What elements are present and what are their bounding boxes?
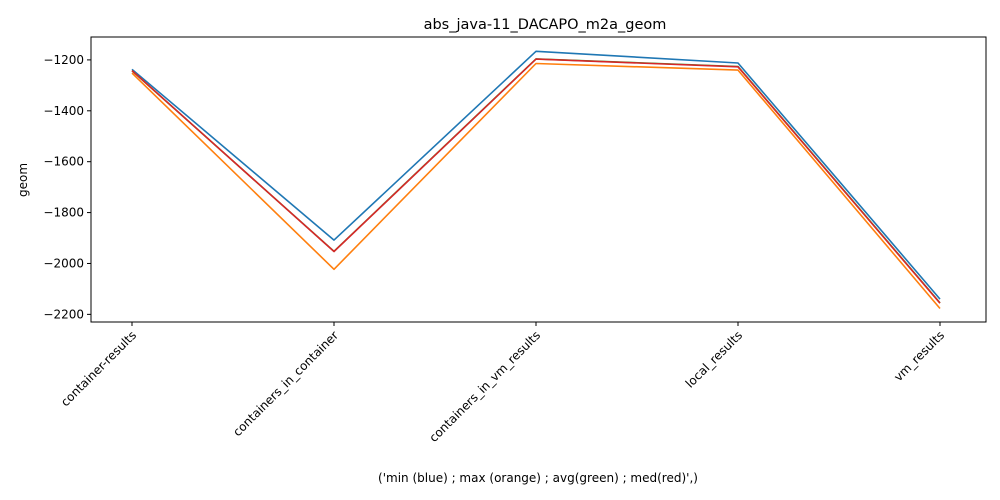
y-tick-label: −1800 <box>43 206 84 220</box>
series-line-0 <box>131 50 941 300</box>
plot-frame <box>90 36 987 323</box>
series-line-3 <box>131 58 941 304</box>
series-line-1 <box>131 62 941 310</box>
y-axis-label: geom <box>16 163 30 197</box>
x-axis-label: ('min (blue) ; max (orange) ; avg(green)… <box>378 471 698 485</box>
chart-title: abs_java-11_DACAPO_m2a_geom <box>424 17 667 33</box>
y-tick-label: −2200 <box>43 307 84 321</box>
y-axis: −1200 −1400 −1600 −1800 −2000 −2200 <box>43 53 91 321</box>
y-tick-label: −2000 <box>43 256 84 270</box>
y-tick-label: −1200 <box>43 53 84 67</box>
y-tick-label: −1400 <box>43 104 84 118</box>
y-tick-label: −1600 <box>43 155 84 169</box>
series-layer <box>131 50 941 310</box>
